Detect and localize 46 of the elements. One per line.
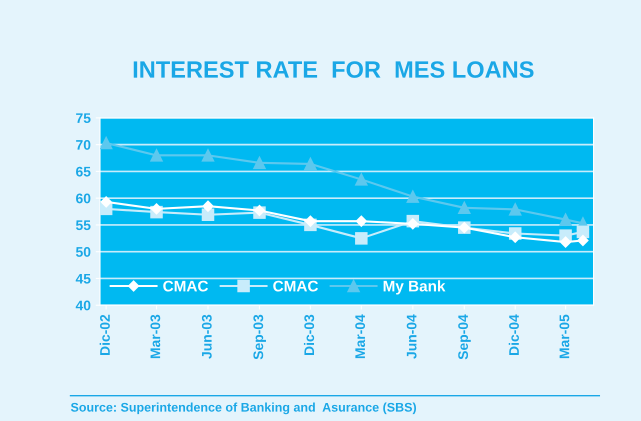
- point: [202, 149, 214, 162]
- x-tick-label: Mar-03: [150, 314, 160, 358]
- x-tick-label: Dic-03: [304, 314, 314, 356]
- point: [355, 232, 368, 245]
- y-tick-label: 40: [76, 300, 90, 310]
- x-tick-label: Dic-04: [508, 314, 519, 356]
- source-note: Source: Superintendence of Banking and Asurance (SBS): [70, 402, 416, 414]
- point: [254, 204, 266, 216]
- point: [356, 216, 367, 227]
- y-tick-label: 75: [76, 113, 91, 124]
- x-tick-label: Jun-04: [406, 314, 417, 359]
- x-tick-label: Mar-05: [559, 314, 570, 358]
- point: [508, 203, 522, 216]
- point: [253, 156, 266, 170]
- point: [577, 234, 589, 246]
- point: [150, 149, 163, 162]
- legend-label: CMAC: [273, 280, 318, 292]
- x-tick-label: Jun-03: [202, 314, 212, 359]
- y-tick-label: 70: [76, 140, 90, 150]
- y-tick-label: 50: [76, 247, 90, 257]
- point: [559, 213, 572, 226]
- y-tick-label: 55: [76, 220, 91, 230]
- point: [355, 173, 368, 186]
- legend-label: CMAC: [163, 280, 208, 292]
- point: [202, 208, 214, 222]
- point: [406, 190, 420, 203]
- point: [560, 236, 572, 248]
- point: [407, 218, 418, 230]
- y-tick-label: 45: [76, 274, 91, 284]
- point: [100, 136, 112, 150]
- point: [510, 232, 521, 243]
- x-tick-label: Dic-02: [100, 314, 110, 356]
- point: [576, 226, 590, 238]
- y-tick-label: 65: [76, 166, 91, 177]
- point: [458, 202, 471, 214]
- x-tick-label: Sep-04: [458, 314, 471, 360]
- y-tick-label: 60: [76, 194, 90, 204]
- point: [150, 203, 162, 214]
- x-tick-label: Sep-03: [253, 314, 266, 360]
- x-tick-label: Mar-04: [355, 314, 366, 358]
- point: [100, 196, 112, 208]
- point: [202, 200, 214, 212]
- point: [304, 216, 316, 227]
- legend-label: My Bank: [384, 280, 446, 295]
- chart-title: INTEREST RATE FOR MES LOANS: [134, 61, 534, 78]
- point: [304, 158, 317, 170]
